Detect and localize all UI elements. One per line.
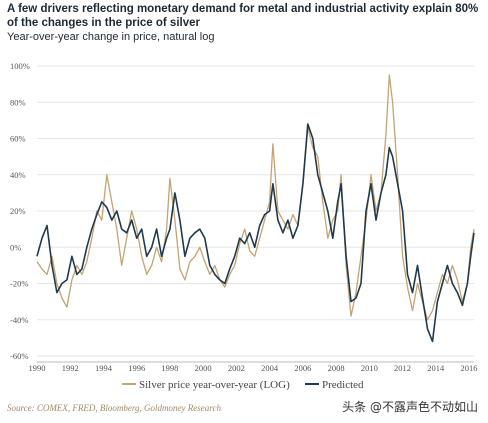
y-tick-label: 0% [10, 242, 21, 252]
x-tick-label: 2006 [294, 363, 311, 373]
x-tick-label: 1990 [29, 363, 46, 373]
series-layer [36, 74, 475, 343]
legend-label-predicted: Predicted [322, 379, 364, 391]
x-tick-label: 2008 [328, 363, 345, 373]
x-tick-label: 2004 [261, 363, 279, 373]
x-tick-label: 2002 [228, 363, 245, 373]
chart-subtitle: Year-over-year change in price, natural … [7, 31, 215, 43]
x-tick-label: 2012 [394, 363, 411, 373]
source-note: Source: COMEX, FRED, Bloomberg, Goldmone… [7, 403, 221, 413]
x-tick-label: 1992 [62, 363, 79, 373]
y-tick-label: 80% [10, 97, 26, 107]
y-tick-label: -60% [10, 351, 28, 361]
x-tick-label: 2014 [427, 363, 445, 373]
x-tick-label: 1994 [95, 363, 113, 373]
y-tick-label: 60% [10, 134, 26, 144]
x-tick-label: 2010 [361, 363, 378, 373]
watermark: 头条 @不露声色不动如山 [342, 400, 478, 414]
x-tick-label: 2000 [195, 363, 212, 373]
x-tick-label: 1996 [128, 363, 145, 373]
y-tick-label: 100% [10, 61, 30, 71]
y-tick-label: 20% [10, 206, 26, 216]
legend-label-silver: Silver price year-over-year (LOG) [139, 379, 290, 391]
x-tick-label: 1998 [161, 363, 178, 373]
grid-layer [37, 65, 474, 357]
y-tick-label: 40% [10, 170, 26, 180]
legend: Silver price year-over-year (LOG) Predic… [122, 379, 364, 391]
chart-title: A few drivers reflecting monetary demand… [7, 3, 479, 29]
axis-layer: -60% -40% -20% 0% 20% 40% 60% 80% 100% 1990 1992 19… [10, 61, 478, 373]
x-tick-label: 2016 [461, 363, 478, 373]
y-tick-label: -40% [10, 315, 28, 325]
y-tick-label: -20% [10, 279, 28, 289]
series-line-predicted [36, 123, 475, 343]
series-line-silver [36, 74, 475, 321]
